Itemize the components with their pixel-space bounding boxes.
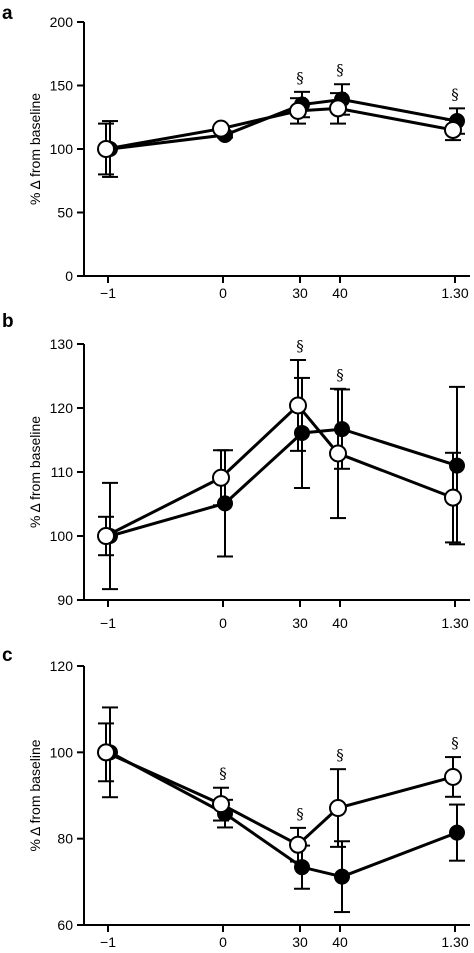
data-point-open — [444, 120, 462, 139]
data-point-open — [329, 444, 347, 463]
x-tick-label: 30 — [292, 934, 308, 950]
data-point-filled — [217, 495, 233, 512]
x-tick-label: 40 — [332, 934, 348, 950]
y-tick-label: 100 — [50, 528, 74, 544]
data-point-open — [289, 101, 307, 120]
data-point-open — [289, 396, 307, 415]
series-line — [105, 750, 454, 847]
data-point-open — [444, 488, 462, 507]
series-line — [109, 427, 458, 538]
y-tick-label: 120 — [50, 658, 74, 674]
data-point-open — [212, 468, 230, 487]
x-tick-label: 1.30 — [441, 934, 468, 950]
x-tick-label: −1 — [100, 285, 116, 301]
data-point-filled — [294, 424, 310, 441]
y-tick-label: 200 — [50, 14, 74, 30]
panel-letter: c — [2, 645, 13, 666]
y-tick-label: 130 — [50, 336, 74, 352]
x-tick-label: 0 — [219, 615, 227, 631]
x-tick-label: 1.30 — [441, 285, 468, 301]
x-tick-label: 30 — [292, 285, 308, 301]
panel-letter: a — [2, 3, 13, 24]
x-tick-label: 0 — [219, 285, 227, 301]
data-point-open — [329, 99, 347, 118]
x-tick-label: 30 — [292, 615, 308, 631]
x-tick-label: 1.30 — [441, 615, 468, 631]
y-axis-label: % Δ from baseline — [27, 416, 43, 528]
data-point-filled — [449, 824, 465, 841]
y-tick-label: 0 — [65, 268, 73, 284]
series-line — [105, 403, 454, 538]
y-tick-label: 90 — [57, 592, 73, 608]
x-tick-label: 40 — [332, 615, 348, 631]
data-point-filled — [334, 421, 350, 438]
data-point-open — [212, 795, 230, 814]
y-tick-label: 100 — [50, 744, 74, 760]
y-tick-label: 60 — [57, 917, 73, 933]
data-point-open — [97, 527, 115, 545]
panel-letter: b — [2, 311, 14, 332]
significance-marker: § — [219, 765, 227, 783]
x-tick-label: −1 — [100, 615, 116, 631]
y-tick-label: 100 — [50, 141, 74, 157]
y-tick-label: 50 — [57, 205, 73, 221]
data-point-filled — [334, 868, 350, 885]
data-point-open — [97, 743, 115, 762]
data-point-filled — [449, 457, 465, 474]
x-tick-label: 40 — [332, 285, 348, 301]
x-tick-label: 0 — [219, 934, 227, 950]
data-point-open — [97, 140, 115, 158]
y-tick-label: 80 — [57, 831, 73, 847]
series-line — [109, 97, 458, 151]
significance-marker: § — [336, 746, 344, 764]
data-point-filled — [294, 859, 310, 876]
significance-marker: § — [451, 85, 459, 103]
data-point-open — [329, 799, 347, 818]
significance-marker: § — [336, 366, 344, 384]
y-tick-label: 120 — [50, 400, 74, 416]
y-tick-label: 110 — [51, 464, 74, 480]
series-line — [109, 751, 458, 879]
data-point-open — [212, 119, 230, 138]
significance-marker: § — [296, 69, 304, 87]
x-tick-label: −1 — [100, 934, 116, 950]
significance-marker: § — [336, 61, 344, 79]
significance-marker: § — [296, 805, 304, 823]
significance-marker: § — [451, 734, 459, 752]
y-axis-label: % Δ from baseline — [27, 739, 43, 851]
significance-marker: § — [296, 337, 304, 355]
y-tick-label: 150 — [50, 78, 74, 94]
data-point-open — [444, 767, 462, 786]
y-axis-label: % Δ from baseline — [27, 93, 43, 205]
data-point-open — [289, 835, 307, 854]
